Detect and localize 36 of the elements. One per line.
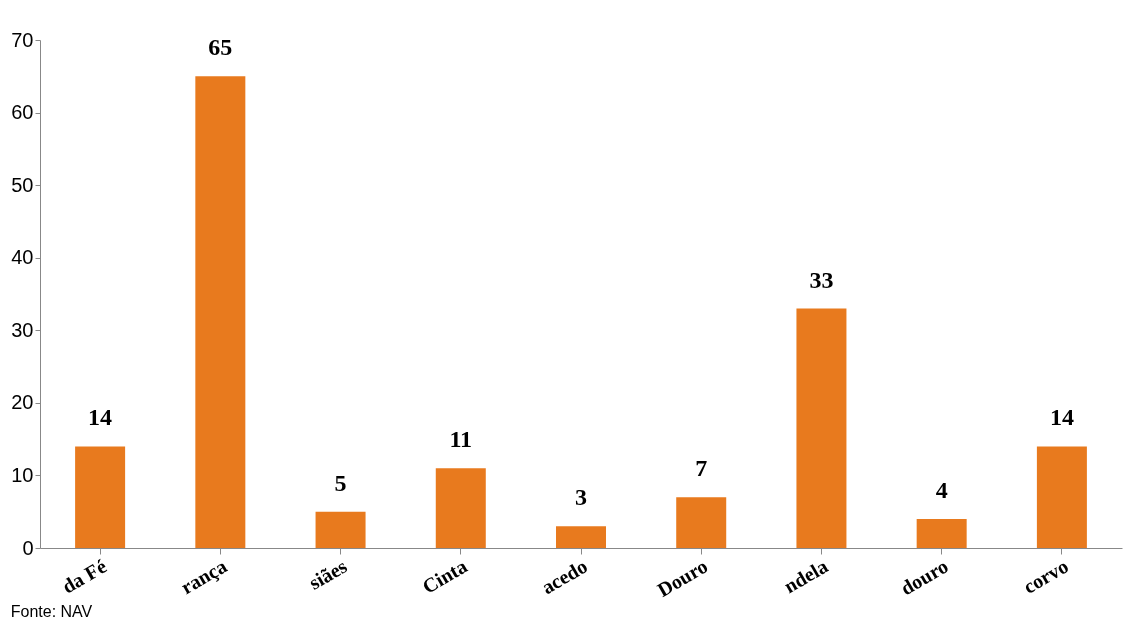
y-tick-label: 0 <box>22 536 34 559</box>
bar <box>195 76 246 548</box>
data-label: 14 <box>88 404 113 431</box>
bar <box>796 308 847 548</box>
data-label: 5 <box>334 469 347 496</box>
y-tick-label: 70 <box>11 28 34 51</box>
x-tick-label: rança <box>176 554 231 600</box>
y-tick-label: 10 <box>11 463 34 486</box>
data-label: 33 <box>809 266 834 293</box>
x-tick-label: corvo <box>1019 554 1072 598</box>
y-tick-label: 30 <box>11 318 34 341</box>
data-label: 7 <box>695 455 708 482</box>
x-tick-label: da Fé <box>58 554 111 598</box>
x-tick-label: Douro <box>653 554 712 601</box>
y-tick-label: 20 <box>11 391 34 414</box>
data-label: 11 <box>449 426 473 453</box>
bar <box>435 468 486 548</box>
data-label: 14 <box>1049 404 1074 431</box>
x-tick-label: siães <box>304 554 351 594</box>
source-note: Fonte: NAV <box>10 603 93 621</box>
x-tick-label: Cinta <box>418 554 471 598</box>
bar <box>916 518 967 548</box>
bar <box>676 497 727 548</box>
bar <box>1036 446 1087 548</box>
x-tick-label: acedo <box>537 554 591 599</box>
y-tick-label: 50 <box>11 173 34 196</box>
bar <box>315 511 366 548</box>
data-label: 65 <box>208 34 233 61</box>
bar <box>556 526 606 548</box>
y-tick-label: 60 <box>11 101 34 124</box>
data-label: 4 <box>935 476 948 503</box>
x-tick-label: douro <box>896 554 952 600</box>
x-tick-label: ndela <box>780 554 832 598</box>
bar <box>75 446 126 548</box>
y-tick-label: 40 <box>11 246 34 269</box>
data-label: 3 <box>575 484 587 511</box>
